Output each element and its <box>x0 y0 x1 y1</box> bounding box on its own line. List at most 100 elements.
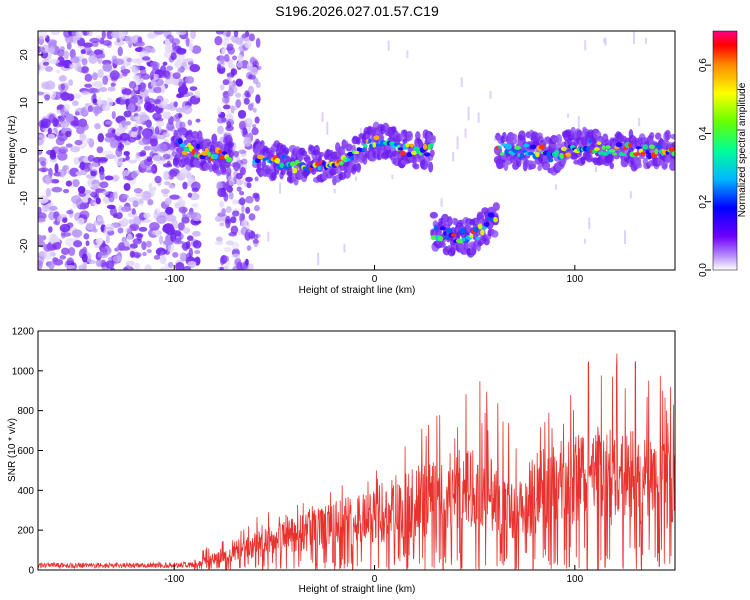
noise-blob <box>72 100 79 107</box>
noise-streak <box>406 50 409 59</box>
ridge-core <box>350 155 355 161</box>
noise-blob <box>129 250 136 258</box>
noise-blob <box>95 238 104 245</box>
noise-blob <box>79 210 90 220</box>
noise-blob <box>104 223 115 232</box>
noise-streak <box>279 182 282 194</box>
spectrogram-ytick-label: -20 <box>19 238 30 253</box>
noise-blob <box>51 186 63 193</box>
noise-blob <box>125 227 132 235</box>
noise-blob <box>81 253 88 263</box>
noise-blob <box>187 261 197 266</box>
ridge-core <box>221 151 228 155</box>
noise-blob <box>65 180 73 187</box>
ridge-core <box>429 142 434 148</box>
noise-blob <box>158 235 164 245</box>
noise-streak <box>603 38 606 44</box>
ridge-halo <box>442 217 448 226</box>
noise-blob <box>131 126 138 132</box>
noise-blob <box>164 181 171 186</box>
noise-blob <box>221 96 230 104</box>
ridge-core <box>315 162 319 167</box>
noise-blob <box>170 52 177 61</box>
noise-blob <box>152 186 157 191</box>
noise-blob <box>92 72 98 81</box>
noise-blob <box>175 31 187 36</box>
noise-blob <box>38 64 41 71</box>
noise-blob <box>84 73 93 82</box>
ridge-core <box>469 234 474 238</box>
noise-blob <box>109 206 117 217</box>
noise-blob <box>129 96 138 105</box>
noise-blob <box>86 137 94 145</box>
noise-blob <box>162 111 172 120</box>
ridge-core <box>409 143 414 148</box>
ridge-core <box>596 141 602 145</box>
snr-ytick-label: 0 <box>28 566 34 577</box>
noise-blob <box>63 50 69 60</box>
noise-blob <box>65 143 73 148</box>
ridge-core <box>345 158 351 162</box>
ridge-core <box>450 233 457 237</box>
ridge-core <box>505 144 512 150</box>
ridge-halo <box>636 162 642 169</box>
noise-blob <box>86 31 93 37</box>
ridge-core <box>292 167 298 174</box>
ridge-core <box>410 150 418 155</box>
noise-blob <box>230 34 240 44</box>
noise-streak <box>317 252 320 266</box>
ridge-core <box>443 231 447 236</box>
noise-blob <box>51 178 60 184</box>
spectrogram-xtick-label: 0 <box>372 274 378 285</box>
ridge-core <box>483 221 490 227</box>
noise-blob <box>119 132 130 141</box>
snr-ytick-label: 1200 <box>12 327 35 338</box>
noise-blob <box>38 195 49 204</box>
noise-blob <box>163 50 171 59</box>
noise-blob <box>195 118 201 123</box>
noise-blob <box>159 255 167 265</box>
noise-blob <box>255 94 261 104</box>
noise-blob <box>101 190 109 196</box>
spectrogram-xtick-label: 100 <box>566 274 583 285</box>
noise-blob <box>56 109 61 114</box>
noise-blob <box>228 191 234 200</box>
noise-blob <box>60 169 65 178</box>
noise-blob <box>150 144 159 153</box>
noise-blob <box>231 55 238 61</box>
noise-blob <box>234 257 242 267</box>
ridge-core <box>430 235 437 241</box>
ridge-halo <box>311 168 317 175</box>
snr-xtick-label: 100 <box>566 574 583 585</box>
noise-blob <box>129 243 138 249</box>
noise-blob <box>141 56 151 61</box>
noise-blob <box>185 37 190 47</box>
noise-blob <box>155 229 160 237</box>
ridge-core <box>274 157 281 164</box>
noise-blob <box>121 88 132 96</box>
noise-blob <box>145 240 152 248</box>
ridge-core <box>225 156 233 163</box>
noise-blob <box>127 233 133 241</box>
noise-blob <box>105 154 116 160</box>
noise-blob <box>89 37 100 44</box>
noise-blob <box>237 229 242 236</box>
noise-blob <box>48 205 58 211</box>
noise-streak <box>567 113 570 118</box>
noise-blob <box>141 190 152 201</box>
noise-blob <box>99 170 105 181</box>
noise-blob <box>130 131 138 138</box>
spectrogram-ytick-label: 10 <box>19 97 30 109</box>
noise-blob <box>168 170 178 177</box>
ridge-halo <box>530 160 537 169</box>
ridge-core <box>289 161 296 167</box>
noise-blob <box>219 55 225 65</box>
noise-blob <box>135 192 144 198</box>
ridge-core <box>193 154 199 158</box>
noise-blob <box>68 79 74 86</box>
noise-blob <box>214 215 224 222</box>
noise-blob <box>69 64 78 69</box>
ridge-core <box>523 143 530 148</box>
noise-blob <box>242 127 248 136</box>
colorbar: 0.0 0.2 0.4 0.6 Normalized spectral amplitu… <box>698 30 748 277</box>
